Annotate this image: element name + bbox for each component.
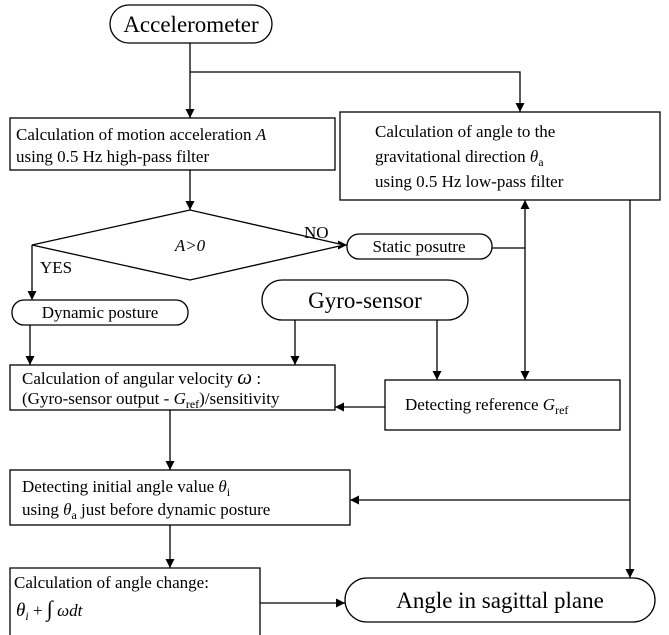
text-run: θ <box>16 600 25 621</box>
text-run: ∫ <box>45 596 55 622</box>
text-run: ref <box>186 397 199 411</box>
text-run: Calculation of motion acceleration <box>16 125 256 144</box>
text-run: G <box>174 389 186 408</box>
node-label: θi + ∫ ωdt <box>16 596 84 623</box>
text-run: Calculation of angle change: <box>14 573 209 592</box>
text-run: using 0.5 Hz high-pass filter <box>16 147 209 166</box>
text-run: Detecting initial angle value <box>22 477 218 496</box>
text-run: Static posutre <box>372 237 465 256</box>
text-run: Accelerometer <box>123 12 259 37</box>
process-box <box>9 117 336 171</box>
text-run: θ <box>63 500 71 519</box>
process-box <box>9 567 261 635</box>
text-run: Calculation of angular velocity <box>22 369 237 388</box>
state-node <box>346 233 493 260</box>
edge-label: NO <box>304 223 329 242</box>
text-run: using <box>22 500 63 519</box>
text-run: Calculation of angle to the <box>375 122 555 141</box>
node-label: (Gyro-sensor output - Gref)/sensitivity <box>22 389 280 411</box>
connectors <box>25 43 635 608</box>
text-run: )/sensitivity <box>199 389 280 408</box>
text-run: i <box>25 609 28 623</box>
state-node <box>11 299 189 326</box>
text-run: ω <box>237 365 252 389</box>
node-label: Calculation of angle change: <box>14 573 209 592</box>
text-run: a <box>538 155 544 169</box>
node-label: Calculation of angular velocity ω : <box>22 365 261 389</box>
text-run: G <box>543 395 555 414</box>
process-box <box>384 379 621 431</box>
node-label: Detecting reference Gref <box>405 395 568 417</box>
text-run: θ <box>530 147 538 166</box>
text-run: i <box>227 485 231 499</box>
node-label: using 0.5 Hz high-pass filter <box>16 147 209 166</box>
text-run: : <box>252 369 261 388</box>
text-run: A <box>255 125 267 144</box>
start-node <box>261 279 469 321</box>
text-run: ωdt <box>57 601 84 620</box>
node-label: Detecting initial angle value θi <box>22 477 231 499</box>
node-label: Gyro-sensor <box>308 288 422 313</box>
text-run: + <box>29 601 47 620</box>
node-label: Static posutre <box>372 237 465 256</box>
node-label: Calculation of angle to the <box>375 122 555 141</box>
text-run: using 0.5 Hz low-pass filter <box>375 172 564 191</box>
node-label: gravitational direction θa <box>375 147 544 169</box>
decision <box>31 209 345 281</box>
text-run: Angle in sagittal plane <box>396 588 604 613</box>
text-run: ref <box>555 403 568 417</box>
arrow <box>190 71 525 112</box>
edge-label: YES <box>40 258 72 277</box>
end-node <box>344 577 656 623</box>
process-box <box>9 469 351 526</box>
text-run: (Gyro-sensor output - <box>22 389 174 408</box>
node-label: Dynamic posture <box>42 303 159 322</box>
text-run: gravitational direction <box>375 147 530 166</box>
text-run: A>0 <box>174 236 206 255</box>
node-label: Accelerometer <box>123 12 259 37</box>
node-label: A>0 <box>174 236 206 255</box>
node-label: using 0.5 Hz low-pass filter <box>375 172 564 191</box>
start-node <box>109 4 273 44</box>
process-box <box>9 364 336 411</box>
text-run: θ <box>218 477 226 496</box>
text-run: Dynamic posture <box>42 303 159 322</box>
node-label: Angle in sagittal plane <box>396 588 604 613</box>
node-label: Calculation of motion acceleration A <box>16 125 267 144</box>
text-run: Detecting reference <box>405 395 543 414</box>
node-label: using θa just before dynamic posture <box>22 500 270 522</box>
text-run: a <box>71 508 77 522</box>
process-box <box>339 111 661 201</box>
text-run: just before dynamic posture <box>77 500 271 519</box>
text-run: Gyro-sensor <box>308 288 422 313</box>
